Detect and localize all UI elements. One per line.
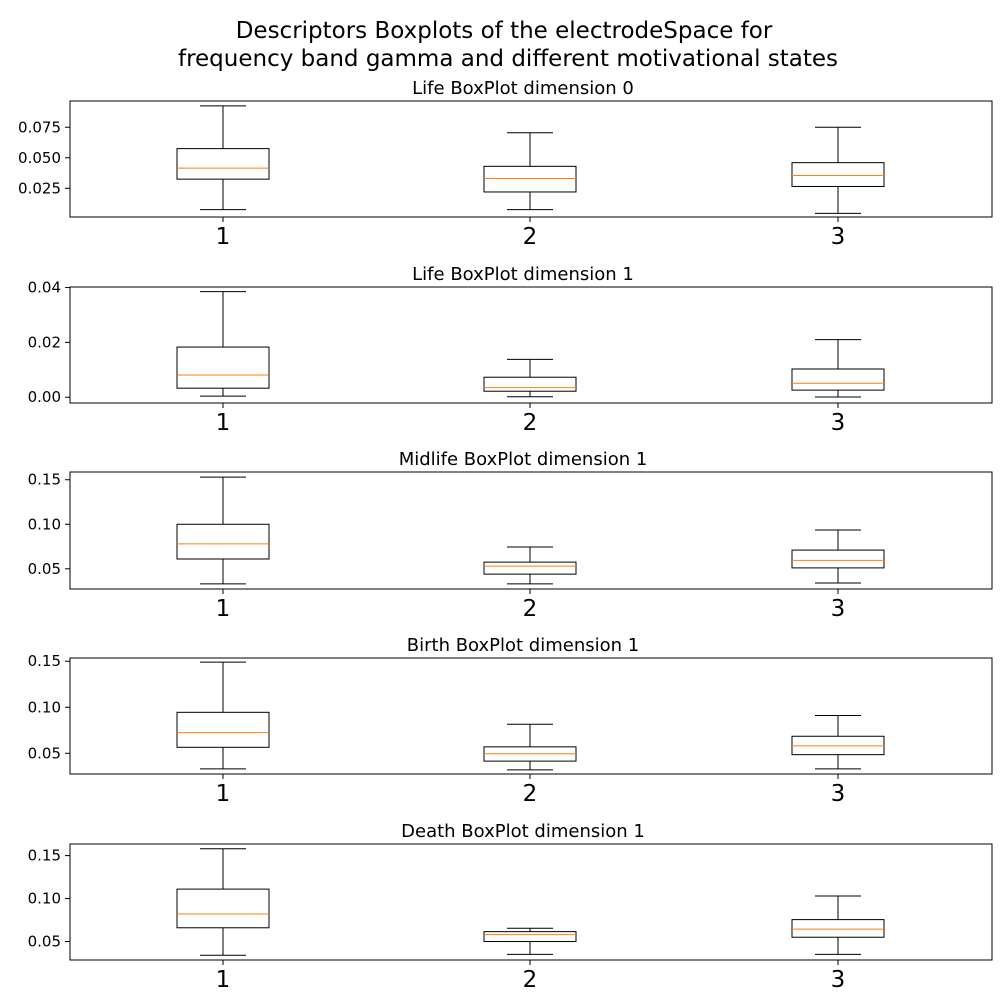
y-tick-label: 0.15 xyxy=(28,847,61,865)
x-tick-label: 3 xyxy=(831,224,846,250)
iqr-box xyxy=(176,346,270,389)
subplot-5: Death BoxPlot dimension 1 0.05 0.10 0.15 1 2 3 xyxy=(28,821,993,993)
box-2 xyxy=(483,927,577,955)
x-tick-label: 1 xyxy=(216,224,231,250)
y-tick-label: 0.15 xyxy=(28,471,61,489)
iqr-box xyxy=(483,376,577,392)
iqr-box xyxy=(483,561,577,575)
x-tick-label: 3 xyxy=(831,967,846,993)
box-2 xyxy=(483,723,577,771)
iqr-box xyxy=(176,888,270,929)
y-tick-label: 0.10 xyxy=(28,698,61,716)
subplot-3: Midlife BoxPlot dimension 1 0.05 0.10 0.15 1… xyxy=(28,449,993,622)
iqr-box xyxy=(791,368,885,391)
x-tick-label: 2 xyxy=(523,596,538,622)
y-tick-label: 0.04 xyxy=(28,279,61,297)
x-tick-label: 2 xyxy=(523,224,538,250)
x-tick-label: 3 xyxy=(831,781,846,807)
y-tick-label: 0.00 xyxy=(28,388,61,406)
y-tick-label: 0.075 xyxy=(18,118,61,136)
x-tick-label: 3 xyxy=(831,596,846,622)
iqr-box xyxy=(176,711,270,748)
axes-frame xyxy=(69,100,993,218)
x-tick-label: 2 xyxy=(523,781,538,807)
figure-title-line-2: frequency band gamma and different motiv… xyxy=(178,46,838,72)
box-1 xyxy=(176,291,270,397)
subplot-title: Midlife BoxPlot dimension 1 xyxy=(399,449,648,470)
y-tick-label: 0.025 xyxy=(18,179,61,197)
subplot-4: Birth BoxPlot dimension 1 0.05 0.10 0.15 1 2 3 xyxy=(28,635,993,807)
box-3 xyxy=(791,126,885,214)
iqr-box xyxy=(176,148,270,180)
subplot-title: Death BoxPlot dimension 1 xyxy=(401,821,645,842)
axes-frame xyxy=(69,471,993,590)
x-tick-label: 1 xyxy=(216,410,231,436)
box-1 xyxy=(176,476,270,585)
y-tick-label: 0.10 xyxy=(28,890,61,908)
y-tick-label: 0.10 xyxy=(28,515,61,533)
iqr-box xyxy=(791,162,885,187)
subplot-2: Life BoxPlot dimension 1 0.00 0.02 0.04 1 2 3 xyxy=(28,264,993,436)
box-1 xyxy=(176,661,270,770)
box-3 xyxy=(791,715,885,770)
iqr-box xyxy=(791,549,885,569)
axes-frame xyxy=(69,843,993,961)
box-2 xyxy=(483,358,577,398)
box-1 xyxy=(176,105,270,211)
box-2 xyxy=(483,546,577,585)
box-1 xyxy=(176,848,270,956)
subplot-1: Life BoxPlot dimension 0 0.025 0.050 0.075 1… xyxy=(18,78,993,250)
y-tick-label: 0.05 xyxy=(28,560,61,578)
x-tick-label: 3 xyxy=(831,410,846,436)
iqr-box xyxy=(483,931,577,943)
y-tick-label: 0.050 xyxy=(18,149,61,167)
y-tick-label: 0.05 xyxy=(28,933,61,951)
x-tick-label: 2 xyxy=(523,967,538,993)
subplot-title: Life BoxPlot dimension 0 xyxy=(412,78,634,99)
x-tick-label: 2 xyxy=(523,410,538,436)
box-3 xyxy=(791,339,885,398)
subplots: Life BoxPlot dimension 0 0.025 0.050 0.075 1… xyxy=(18,78,993,993)
box-3 xyxy=(791,895,885,955)
y-tick-label: 0.05 xyxy=(28,744,61,762)
x-tick-label: 1 xyxy=(216,596,231,622)
axes-frame xyxy=(69,286,993,404)
figure-title-line-1: Descriptors Boxplots of the electrodeSpa… xyxy=(236,18,773,44)
box-3 xyxy=(791,529,885,584)
iqr-box xyxy=(176,523,270,560)
iqr-box xyxy=(483,165,577,193)
x-tick-label: 1 xyxy=(216,967,231,993)
iqr-box xyxy=(791,919,885,938)
subplot-title: Life BoxPlot dimension 1 xyxy=(412,264,634,285)
y-tick-label: 0.02 xyxy=(28,333,61,351)
subplot-title: Birth BoxPlot dimension 1 xyxy=(407,635,639,656)
x-tick-label: 1 xyxy=(216,781,231,807)
y-tick-label: 0.15 xyxy=(28,652,61,670)
axes-frame xyxy=(69,657,993,775)
box-2 xyxy=(483,132,577,211)
